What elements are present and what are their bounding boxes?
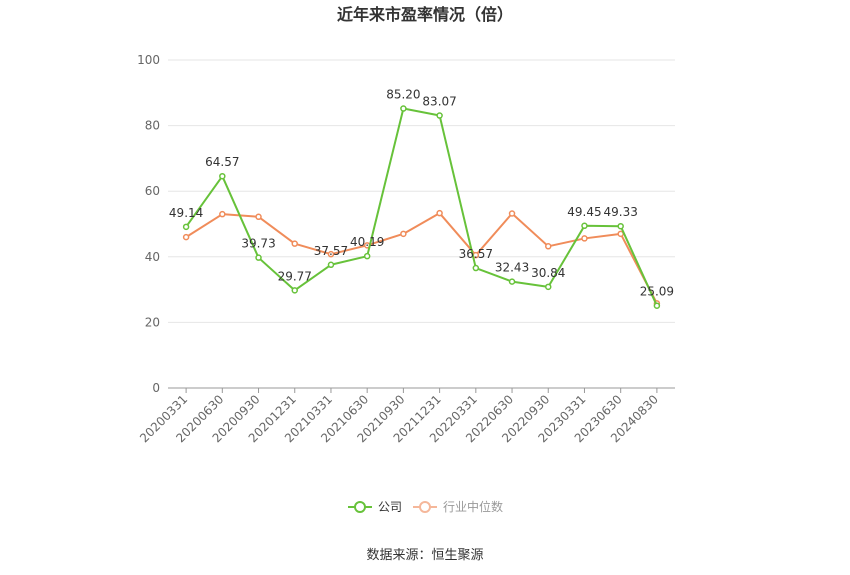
company-point <box>219 172 226 180</box>
company-data-label: 85.20 <box>386 88 420 102</box>
legend-item-company[interactable]: 公司 <box>348 500 402 514</box>
company-data-label: 49.33 <box>603 205 637 219</box>
industry-median-line <box>185 212 658 304</box>
y-tick-label: 20 <box>145 315 160 329</box>
chart-title: 近年来市盈率情况（倍） <box>337 5 513 24</box>
industry-median-point <box>255 213 262 221</box>
industry-median-point <box>219 210 226 218</box>
company-point <box>508 278 516 285</box>
company-data-label: 49.45 <box>567 205 601 219</box>
grid-lines <box>168 59 675 323</box>
legend-company-label: 公司 <box>378 500 402 514</box>
company-point <box>400 105 407 112</box>
y-tick-label: 80 <box>145 119 160 133</box>
company-data-label: 64.57 <box>205 155 239 169</box>
y-tick-label: 100 <box>137 53 160 67</box>
series-layer <box>182 105 661 309</box>
company-point <box>327 261 335 269</box>
y-tick-label: 60 <box>145 184 160 198</box>
company-point <box>617 222 624 230</box>
legend-company-marker <box>354 501 366 513</box>
company-point <box>545 283 552 291</box>
industry-median-point <box>581 235 588 242</box>
company-point <box>363 252 371 260</box>
industry-median-point <box>545 243 552 250</box>
company-data-label: 25.09 <box>640 285 674 299</box>
company-point <box>182 223 190 231</box>
industry-median-point <box>508 210 516 217</box>
y-tick-label: 0 <box>152 381 160 395</box>
legend-industry-label: 行业中位数 <box>443 499 503 514</box>
industry-median-point <box>327 250 335 258</box>
axes: 0204060801002020033120200630202009302020… <box>137 53 675 445</box>
industry-median-point <box>436 209 443 217</box>
industry-median-point <box>291 240 298 247</box>
company-data-label: 30.84 <box>531 266 565 280</box>
company-data-label: 40.19 <box>350 235 384 249</box>
company-data-label: 29.77 <box>278 269 312 283</box>
company-point <box>653 302 661 309</box>
legend-industry-marker <box>419 501 431 513</box>
company-data-label: 83.07 <box>422 95 456 109</box>
company-point <box>436 112 443 119</box>
company-data-label: 49.14 <box>169 206 203 220</box>
company-data-label: 37.57 <box>314 244 348 258</box>
company-point <box>291 287 298 294</box>
industry-median-point <box>400 230 407 238</box>
industry-median-point <box>182 233 190 241</box>
company-point <box>255 254 262 261</box>
legend: 公司 行业中位数 <box>348 499 503 514</box>
company-data-label: 36.57 <box>459 247 493 261</box>
company-line <box>185 107 658 307</box>
company-point <box>472 264 480 272</box>
company-point <box>581 222 588 230</box>
data-source: 数据来源：恒生聚源 <box>366 548 483 563</box>
legend-item-industry[interactable]: 行业中位数 <box>413 499 503 514</box>
y-tick-label: 40 <box>145 250 160 264</box>
company-data-label: 39.73 <box>241 237 275 251</box>
company-data-label: 32.43 <box>495 261 529 275</box>
